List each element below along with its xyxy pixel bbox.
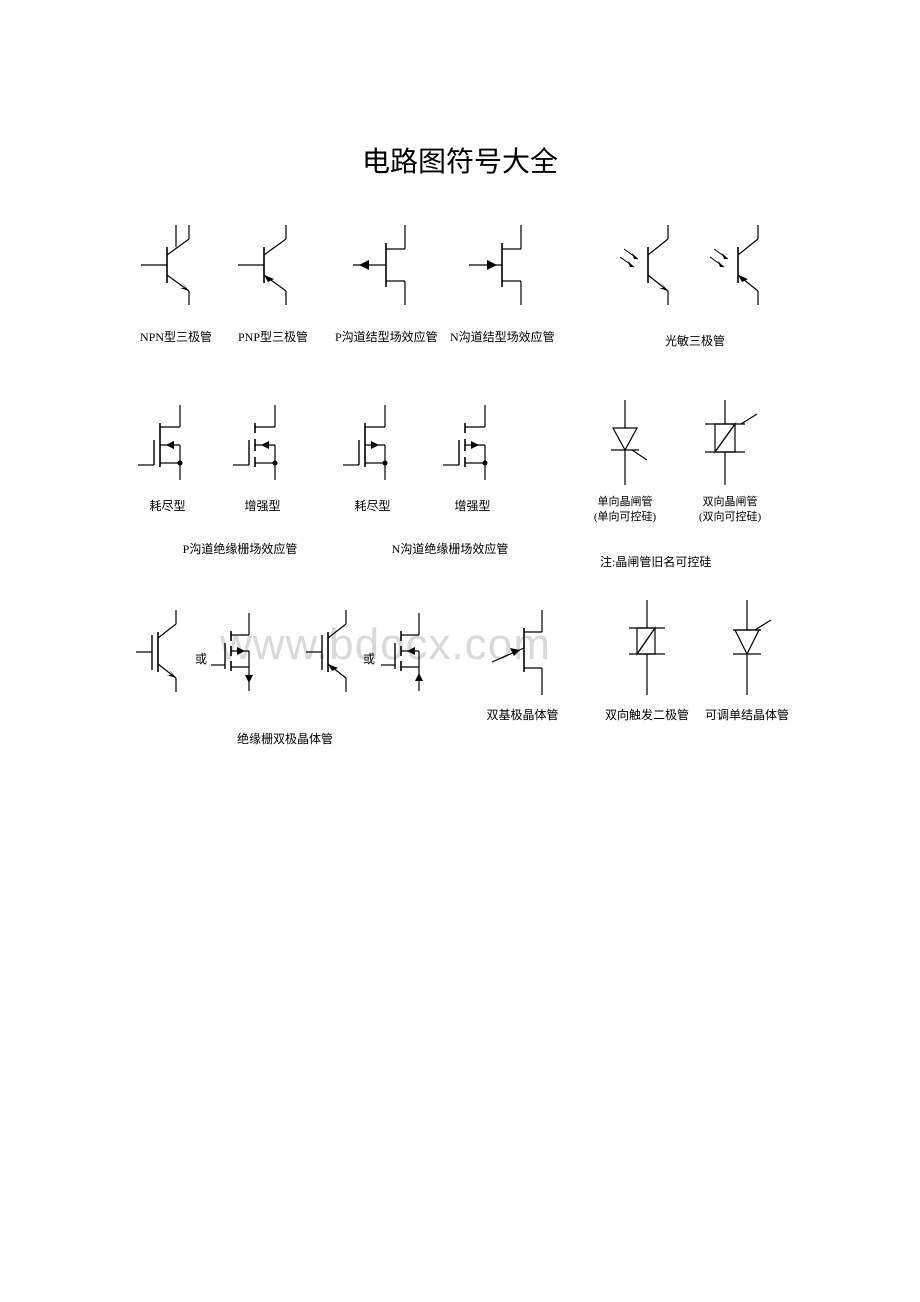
symbol-npn: NPN型三极管 xyxy=(140,225,212,345)
pmosfet-dep-icon xyxy=(130,405,205,480)
triac-icon xyxy=(685,400,775,485)
put-icon xyxy=(707,600,787,695)
symbol-put: 可调单结晶体管 xyxy=(705,600,789,723)
page: 电路图符号大全 www.bdocx.com NPN型三极管 PNP型三极管 xyxy=(0,0,920,1302)
nmosfet-dep-icon xyxy=(335,405,410,480)
symbol-scr: 单向晶闸管 (单向可控硅) xyxy=(585,400,665,525)
triac-sublabel: (双向可控硅) xyxy=(685,510,775,525)
pmosfet-enh-icon xyxy=(225,405,300,480)
symbol-diac: 双向触发二极管 xyxy=(605,600,689,723)
njfet-icon xyxy=(457,225,547,305)
nmosfet-enh-icon xyxy=(435,405,510,480)
phototransistor-icon xyxy=(610,225,780,305)
pjfet-icon xyxy=(341,225,431,305)
scr-icon xyxy=(585,400,665,485)
symbol-phototransistor-group: 光敏三极管 xyxy=(610,225,780,349)
symbol-pjfet: P沟道结型场效应管 xyxy=(335,225,438,345)
triac-label: 双向晶闸管 xyxy=(685,495,775,510)
pnp-label: PNP型三极管 xyxy=(238,329,308,345)
scr-sublabel: (单向可控硅) xyxy=(585,510,665,525)
npn-icon xyxy=(141,225,211,305)
phototransistor-label: 光敏三极管 xyxy=(610,333,780,349)
pjfet-label: P沟道结型场效应管 xyxy=(335,329,438,345)
symbol-ujt: 双基极晶体管 xyxy=(480,610,565,723)
or-label-1: 或 xyxy=(195,650,207,667)
symbol-nmosfet-enhancement: 增强型 xyxy=(435,405,510,514)
njfet-label: N沟道结型场效应管 xyxy=(450,329,555,345)
p-mosfet-group-label: P沟道绝缘栅场效应管 xyxy=(150,540,330,557)
igbt-icon xyxy=(130,605,440,695)
nmosdep-label: 耗尽型 xyxy=(335,498,410,514)
ujt-icon xyxy=(480,610,565,695)
igbt-group-label: 绝缘栅双极晶体管 xyxy=(200,730,370,747)
put-label: 可调单结晶体管 xyxy=(705,707,789,723)
or-label-2: 或 xyxy=(363,650,375,667)
symbol-nmosfet-depletion: 耗尽型 xyxy=(335,405,410,514)
n-mosfet-group-label: N沟道绝缘栅场效应管 xyxy=(360,540,540,557)
page-title: 电路图符号大全 xyxy=(0,140,920,180)
nmosenh-label: 增强型 xyxy=(435,498,510,514)
thyristor-note: 注:晶闸管旧名可控硅 xyxy=(600,553,711,570)
pnp-icon xyxy=(238,225,308,305)
symbol-njfet: N沟道结型场效应管 xyxy=(450,225,555,345)
scr-label: 单向晶闸管 xyxy=(585,495,665,510)
diac-icon xyxy=(607,600,687,695)
symbol-triac: 双向晶闸管 (双向可控硅) xyxy=(685,400,775,525)
symbol-pmosfet-enhancement: 增强型 xyxy=(225,405,300,514)
symbol-pmosfet-depletion: 耗尽型 xyxy=(130,405,205,514)
ujt-label: 双基极晶体管 xyxy=(480,707,565,723)
pmosdep-label: 耗尽型 xyxy=(130,498,205,514)
diac-label: 双向触发二极管 xyxy=(605,707,689,723)
npn-label: NPN型三极管 xyxy=(140,329,212,345)
symbol-igbt-group xyxy=(130,605,440,695)
symbol-pnp: PNP型三极管 xyxy=(238,225,308,345)
pmosenh-label: 增强型 xyxy=(225,498,300,514)
